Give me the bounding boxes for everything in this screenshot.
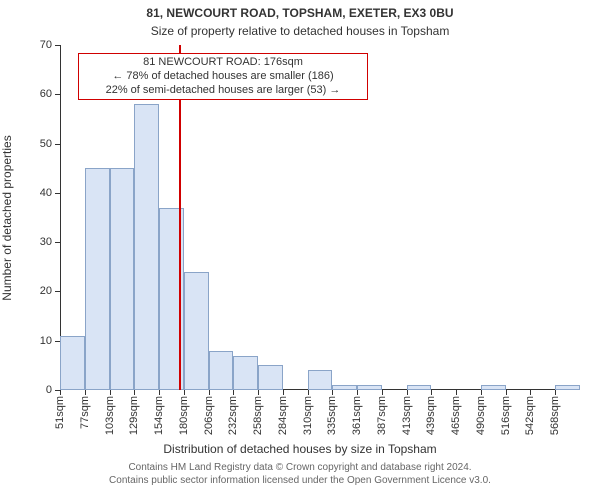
y-tick-label: 60: [40, 88, 52, 100]
chart-subtitle: Size of property relative to detached ho…: [0, 24, 600, 38]
bar: [209, 351, 234, 390]
x-tick-label: 77sqm: [79, 396, 91, 429]
x-tick-label: 154sqm: [153, 396, 165, 435]
bar: [110, 168, 135, 390]
bar: [85, 168, 110, 390]
x-tick-label: 413sqm: [401, 396, 413, 435]
bar: [481, 385, 506, 390]
figure: 81, NEWCOURT ROAD, TOPSHAM, EXETER, EX3 …: [0, 0, 600, 500]
bar: [184, 272, 209, 390]
bar: [407, 385, 432, 390]
bar: [332, 385, 357, 390]
annotation-box: 81 NEWCOURT ROAD: 176sqm ← 78% of detach…: [78, 53, 368, 100]
annotation-line: 22% of semi-detached houses are larger (…: [85, 84, 361, 98]
footer: Contains HM Land Registry data © Crown c…: [0, 462, 600, 487]
x-tick-label: 490sqm: [475, 396, 487, 435]
x-tick-label: 387sqm: [376, 396, 388, 435]
x-tick-label: 232sqm: [227, 396, 239, 435]
y-tick-label: 0: [46, 384, 52, 396]
x-tick-label: 284sqm: [277, 396, 289, 435]
x-tick-label: 103sqm: [104, 396, 116, 435]
y-axis-label: Number of detached properties: [0, 135, 14, 300]
x-axis-label: Distribution of detached houses by size …: [0, 442, 600, 456]
bar: [60, 336, 85, 390]
x-tick-label: 129sqm: [128, 396, 140, 435]
y-tick-label: 50: [40, 138, 52, 150]
x-tick-label: 51sqm: [54, 396, 66, 429]
y-tick-label: 20: [40, 285, 52, 297]
x-tick-label: 180sqm: [178, 396, 190, 435]
x-tick-label: 516sqm: [500, 396, 512, 435]
annotation-line: ← 78% of detached houses are smaller (18…: [85, 70, 361, 84]
x-tick-label: 206sqm: [203, 396, 215, 435]
y-tick-label: 30: [40, 236, 52, 248]
chart-title: 81, NEWCOURT ROAD, TOPSHAM, EXETER, EX3 …: [0, 6, 600, 20]
bar: [357, 385, 382, 390]
x-tick-label: 335sqm: [326, 396, 338, 435]
bar: [308, 370, 333, 390]
x-tick-label: 361sqm: [351, 396, 363, 435]
bar: [555, 385, 580, 390]
y-tick-label: 40: [40, 187, 52, 199]
bar: [233, 356, 258, 391]
annotation-line: 81 NEWCOURT ROAD: 176sqm: [85, 56, 361, 70]
bar: [134, 104, 159, 390]
x-tick-label: 568sqm: [549, 396, 561, 435]
x-tick-label: 542sqm: [524, 396, 536, 435]
x-tick-label: 465sqm: [450, 396, 462, 435]
bar: [258, 365, 283, 390]
footer-line: Contains HM Land Registry data © Crown c…: [0, 462, 600, 475]
footer-line: Contains public sector information licen…: [0, 475, 600, 488]
x-tick-label: 258sqm: [252, 396, 264, 435]
y-tick-label: 10: [40, 335, 52, 347]
x-tick-label: 439sqm: [425, 396, 437, 435]
y-tick-label: 70: [40, 39, 52, 51]
x-tick-label: 310sqm: [302, 396, 314, 435]
